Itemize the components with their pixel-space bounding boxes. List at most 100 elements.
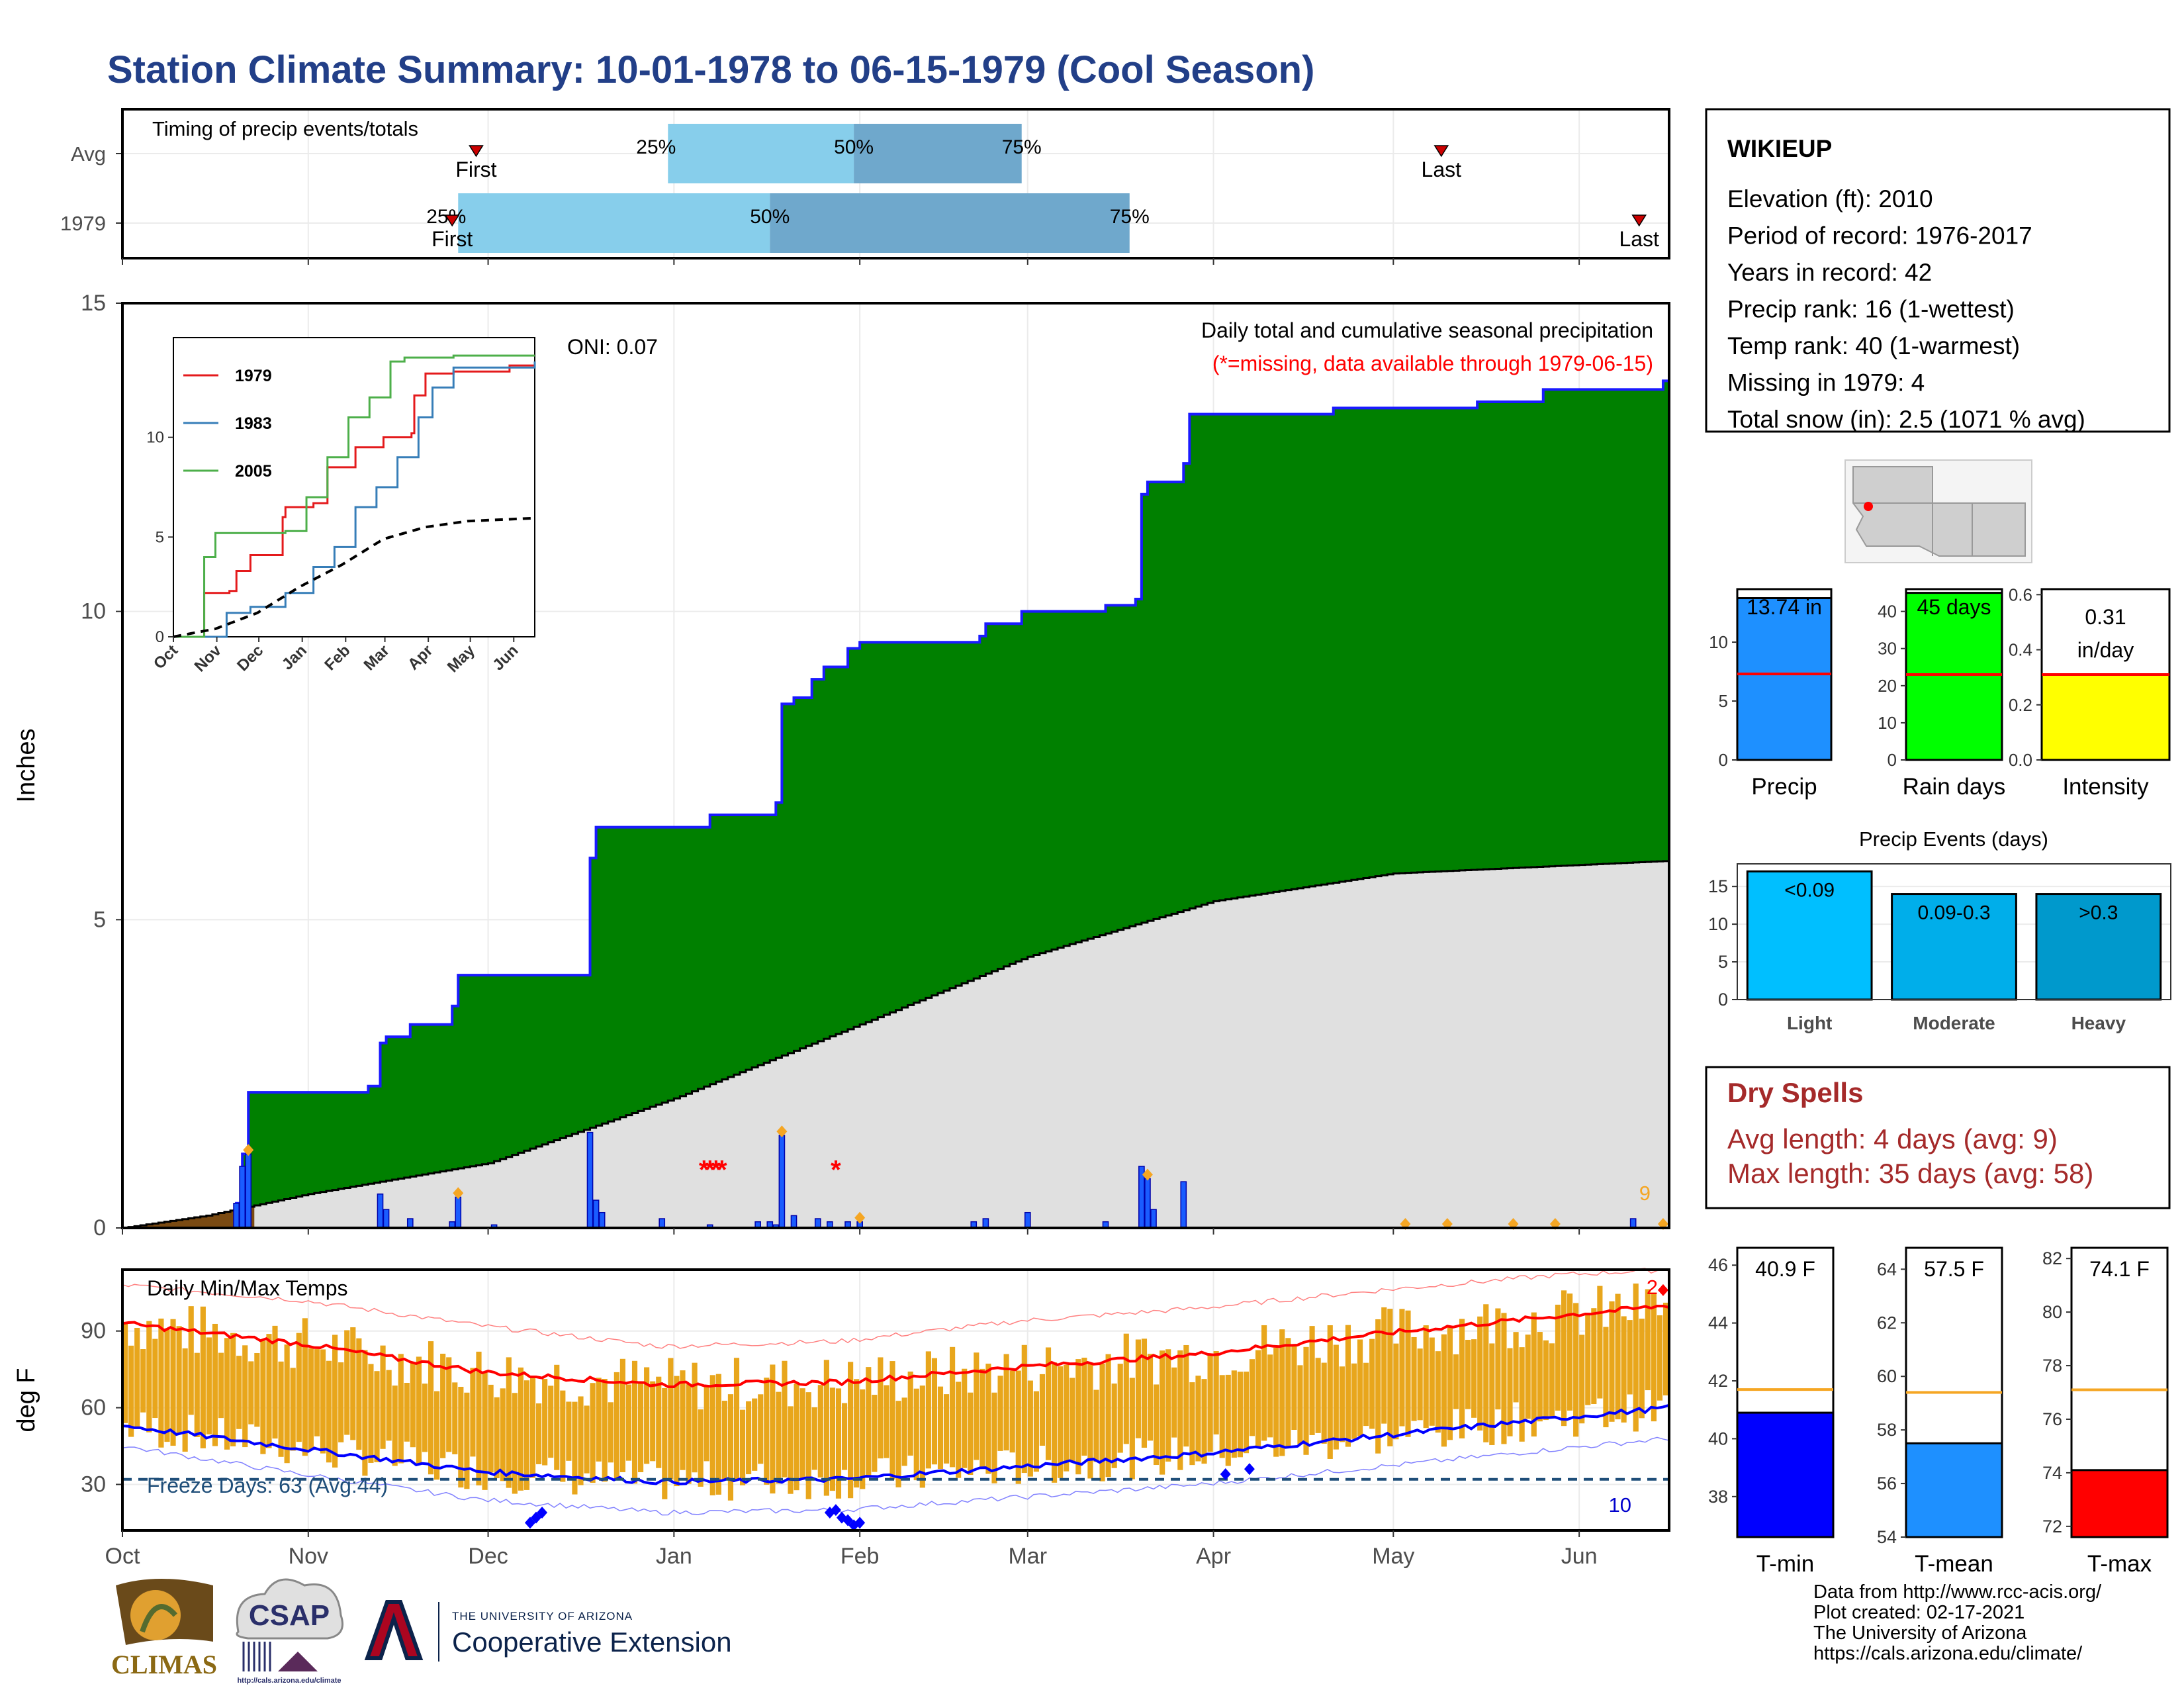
x-tick-label: Jun <box>1561 1544 1598 1569</box>
avg-tmax-line <box>122 1304 1670 1388</box>
daily-temp-bar <box>854 1379 860 1488</box>
csap-logo-mountain <box>278 1652 318 1671</box>
daily-temp-bar <box>164 1328 170 1442</box>
daily-temp-bar <box>1393 1343 1399 1440</box>
daily-precip-bar <box>592 1199 600 1229</box>
daily-temp-bar <box>248 1361 254 1425</box>
daily-temp-bar <box>794 1383 799 1491</box>
temp-summary-label: T-mean <box>1915 1551 1993 1577</box>
timing-panel-frame <box>121 108 1670 259</box>
daily-temp-bar <box>560 1390 566 1482</box>
daily-temp-bar <box>943 1394 950 1464</box>
footer-line: The University of Arizona <box>1813 1622 2027 1644</box>
daily-temp-bar <box>356 1338 362 1450</box>
daily-temp-bar <box>841 1403 848 1470</box>
daily-temp-bar <box>602 1378 608 1482</box>
daily-temp-bar <box>1291 1346 1297 1430</box>
daily-temp-bar <box>470 1368 476 1457</box>
last-label: Last <box>1619 227 1659 251</box>
precip-event-bar-label: >0.3 <box>2079 902 2118 924</box>
summary-value-label: in/day <box>2077 638 2134 662</box>
daily-temp-bar <box>434 1391 440 1480</box>
daily-temp-bar <box>1105 1354 1111 1477</box>
station-info-box <box>1705 108 2171 433</box>
daily-temp-bar <box>182 1348 188 1452</box>
temp-summary-value-label: 57.5 F <box>1924 1257 1984 1281</box>
daily-temp-bar <box>1399 1309 1405 1427</box>
event-marker <box>453 1187 464 1199</box>
daily-precip-bar <box>233 1202 240 1229</box>
daily-precip-bar <box>598 1211 606 1229</box>
timing-row-label: 1979 <box>60 212 106 235</box>
daily-temp-bar <box>1039 1374 1046 1446</box>
daily-temp-bar <box>1429 1337 1435 1426</box>
precip-event-category: Moderate <box>1913 1013 1995 1033</box>
daily-temp-bar <box>1573 1303 1579 1437</box>
dry-spells-box <box>1705 1066 2171 1209</box>
daily-temp-bar <box>218 1352 224 1419</box>
station-info-line: Temp rank: 40 (1-warmest) <box>1727 332 2020 359</box>
daily-temp-bar <box>1441 1334 1447 1447</box>
precip-events-y-tick-label: 15 <box>1708 876 1728 896</box>
inset-legend-label: 1979 <box>235 367 272 385</box>
daily-temp-bar <box>368 1364 374 1463</box>
temp-summary-y-tick-label: 56 <box>1877 1474 1897 1493</box>
daily-temp-bar <box>170 1319 176 1446</box>
temp-summary-y-tick-label: 80 <box>2042 1302 2062 1322</box>
footer-line: Data from http://www.rcc-acis.org/ <box>1813 1581 2102 1603</box>
daily-temp-bar <box>464 1392 470 1489</box>
daily-temp-bar <box>1651 1292 1657 1422</box>
quartile-bar-upper <box>854 124 1022 183</box>
daily-temp-bar <box>488 1384 494 1473</box>
daily-temp-bar <box>884 1385 889 1458</box>
daily-temp-bar <box>1309 1326 1315 1435</box>
daily-temp-bar <box>608 1402 614 1463</box>
daily-temp-bar <box>1315 1358 1321 1433</box>
station-info-line: Years in record: 42 <box>1727 259 1932 286</box>
daily-temp-bar <box>446 1357 452 1452</box>
precip-events-y-tick-label: 0 <box>1718 990 1728 1009</box>
summary-bar <box>1905 592 2003 761</box>
daily-temp-bar <box>1339 1366 1345 1442</box>
x-tick-label: Feb <box>841 1544 880 1569</box>
average-cumulative-line <box>122 860 1669 1229</box>
daily-temp-bar <box>776 1391 782 1484</box>
record-tmax-line <box>122 1268 1670 1349</box>
daily-temp-bar <box>1501 1313 1507 1444</box>
daily-temp-bar <box>1597 1286 1603 1399</box>
daily-temp-bar <box>1657 1315 1663 1401</box>
precip-deficit-area <box>122 1205 255 1228</box>
event-marker <box>854 1211 866 1224</box>
daily-temp-bar <box>1549 1343 1555 1417</box>
daily-temp-bar <box>1129 1378 1135 1479</box>
daily-temp-bar <box>1465 1340 1471 1409</box>
summary-value-label: 0.31 <box>2085 605 2126 629</box>
daily-temp-bar <box>1249 1359 1255 1436</box>
timing-panel-label: Timing of precip events/totals <box>152 117 418 140</box>
daily-temp-bar <box>1123 1333 1129 1444</box>
timing-row-label: Avg <box>71 142 106 165</box>
daily-temp-bar <box>872 1395 878 1472</box>
summary-y-tick-label: 0 <box>1719 750 1728 770</box>
ua-logo-small-text: THE UNIVERSITY OF ARIZONA <box>452 1610 633 1622</box>
precip-event-bar-label: 0.09-0.3 <box>1917 902 1990 924</box>
daily-temp-bar <box>1561 1290 1567 1427</box>
temp-y-axis-label: deg F <box>13 1368 40 1432</box>
x-tick-label: May <box>1372 1544 1414 1569</box>
daily-temp-bar <box>512 1393 518 1494</box>
daily-temp-bar <box>1585 1313 1591 1405</box>
daily-temp-bar <box>733 1358 740 1481</box>
daily-temp-bar <box>829 1387 836 1491</box>
daily-temp-bar <box>631 1360 638 1484</box>
daily-temp-bar <box>1021 1344 1027 1474</box>
daily-temp-bar <box>1183 1344 1189 1447</box>
daily-temp-bar <box>1045 1347 1052 1460</box>
summary-y-tick-label: 20 <box>1878 676 1897 696</box>
daily-precip-bar <box>982 1218 989 1229</box>
daily-temp-bar <box>1243 1372 1250 1454</box>
daily-temp-bar <box>1627 1320 1633 1395</box>
daily-temp-bar <box>1015 1370 1021 1484</box>
daily-temp-bar <box>1537 1332 1543 1422</box>
daily-precip-bar <box>455 1196 462 1229</box>
